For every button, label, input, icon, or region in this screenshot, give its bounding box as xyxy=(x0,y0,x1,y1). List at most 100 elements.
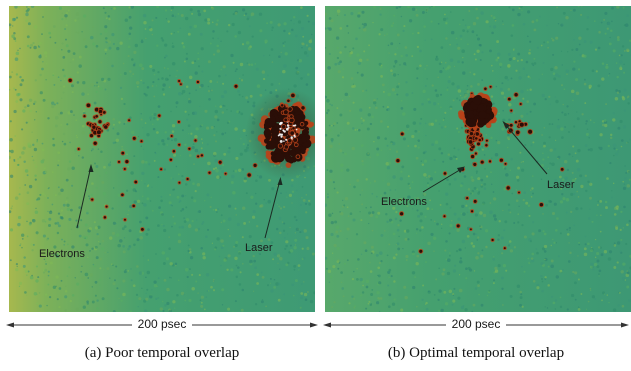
noise-speckle xyxy=(360,73,364,77)
noise-speckle xyxy=(516,284,521,288)
noise-speckle xyxy=(299,306,302,309)
noise-speckle xyxy=(264,41,267,44)
noise-speckle xyxy=(32,102,36,106)
noise-speckle xyxy=(513,222,516,224)
noise-speckle xyxy=(605,65,609,69)
noise-speckle xyxy=(9,23,12,27)
noise-speckle xyxy=(420,117,423,120)
noise-speckle xyxy=(214,115,218,119)
electron-spot xyxy=(518,120,521,123)
noise-speckle xyxy=(406,205,409,208)
noise-speckle xyxy=(536,46,539,49)
noise-speckle xyxy=(522,160,524,163)
noise-speckle xyxy=(212,280,215,283)
noise-speckle xyxy=(365,285,369,289)
noise-speckle xyxy=(451,303,454,306)
noise-speckle xyxy=(481,278,483,280)
noise-speckle xyxy=(559,200,564,204)
noise-speckle xyxy=(399,64,401,66)
noise-speckle xyxy=(132,284,136,288)
noise-speckle xyxy=(459,94,462,97)
noise-speckle xyxy=(621,304,625,308)
noise-speckle xyxy=(453,65,456,68)
noise-speckle xyxy=(170,6,175,10)
noise-speckle xyxy=(157,78,160,81)
noise-speckle xyxy=(608,250,613,254)
noise-speckle xyxy=(445,202,449,206)
noise-speckle xyxy=(572,145,575,148)
noise-speckle xyxy=(566,105,569,108)
noise-speckle xyxy=(283,29,286,33)
noise-speckle xyxy=(281,221,284,223)
noise-speckle xyxy=(151,19,154,22)
noise-speckle xyxy=(234,11,238,15)
noise-speckle xyxy=(232,311,234,312)
noise-speckle xyxy=(47,210,49,213)
noise-speckle xyxy=(621,95,625,99)
noise-speckle xyxy=(234,70,237,73)
noise-speckle xyxy=(170,9,172,11)
noise-speckle xyxy=(303,292,308,297)
noise-speckle xyxy=(276,254,281,258)
noise-speckle xyxy=(30,43,33,47)
noise-speckle xyxy=(329,179,333,182)
noise-speckle xyxy=(581,6,583,7)
noise-speckle xyxy=(171,45,175,49)
noise-speckle xyxy=(98,240,100,243)
noise-speckle xyxy=(550,264,554,269)
noise-speckle xyxy=(619,250,622,253)
noise-speckle xyxy=(480,183,483,186)
noise-speckle xyxy=(390,69,393,72)
noise-speckle xyxy=(290,19,292,22)
noise-speckle xyxy=(153,116,156,120)
noise-speckle xyxy=(608,42,612,46)
noise-speckle xyxy=(133,243,136,247)
noise-speckle xyxy=(380,120,383,123)
noise-speckle xyxy=(62,85,66,88)
noise-speckle xyxy=(57,212,61,215)
noise-speckle xyxy=(95,186,98,189)
noise-speckle xyxy=(379,7,382,11)
noise-speckle xyxy=(95,90,98,93)
noise-speckle xyxy=(386,108,389,111)
noise-speckle xyxy=(341,67,345,71)
noise-speckle xyxy=(180,209,183,212)
noise-speckle xyxy=(332,265,336,269)
noise-speckle xyxy=(521,305,524,308)
noise-speckle xyxy=(192,143,195,146)
noise-speckle xyxy=(118,297,120,300)
noise-speckle xyxy=(169,194,171,196)
noise-speckle xyxy=(495,58,499,62)
noise-speckle xyxy=(626,271,630,275)
noise-speckle xyxy=(248,25,251,28)
noise-speckle xyxy=(473,53,476,56)
noise-speckle xyxy=(407,195,411,199)
noise-speckle xyxy=(145,37,147,40)
noise-speckle xyxy=(542,146,544,148)
noise-speckle xyxy=(140,113,142,115)
noise-speckle xyxy=(214,167,218,170)
noise-speckle xyxy=(216,49,221,53)
noise-speckle xyxy=(509,294,513,298)
noise-speckle xyxy=(492,282,495,285)
noise-speckle xyxy=(151,85,154,87)
laser-saturation xyxy=(283,140,285,142)
noise-speckle xyxy=(502,20,504,22)
noise-speckle xyxy=(220,221,223,224)
noise-speckle xyxy=(41,192,45,196)
noise-speckle xyxy=(347,215,350,217)
noise-speckle xyxy=(295,189,298,192)
stray-spot xyxy=(485,139,488,142)
noise-speckle xyxy=(562,11,566,15)
noise-speckle xyxy=(294,244,297,246)
noise-speckle xyxy=(123,122,126,125)
noise-speckle xyxy=(598,30,601,34)
noise-speckle xyxy=(19,75,22,79)
noise-speckle xyxy=(599,230,602,233)
stray-spot xyxy=(489,85,492,88)
noise-speckle xyxy=(66,203,70,207)
noise-speckle xyxy=(424,67,427,70)
noise-speckle xyxy=(164,303,167,307)
noise-speckle xyxy=(619,119,623,124)
noise-speckle xyxy=(250,262,252,265)
